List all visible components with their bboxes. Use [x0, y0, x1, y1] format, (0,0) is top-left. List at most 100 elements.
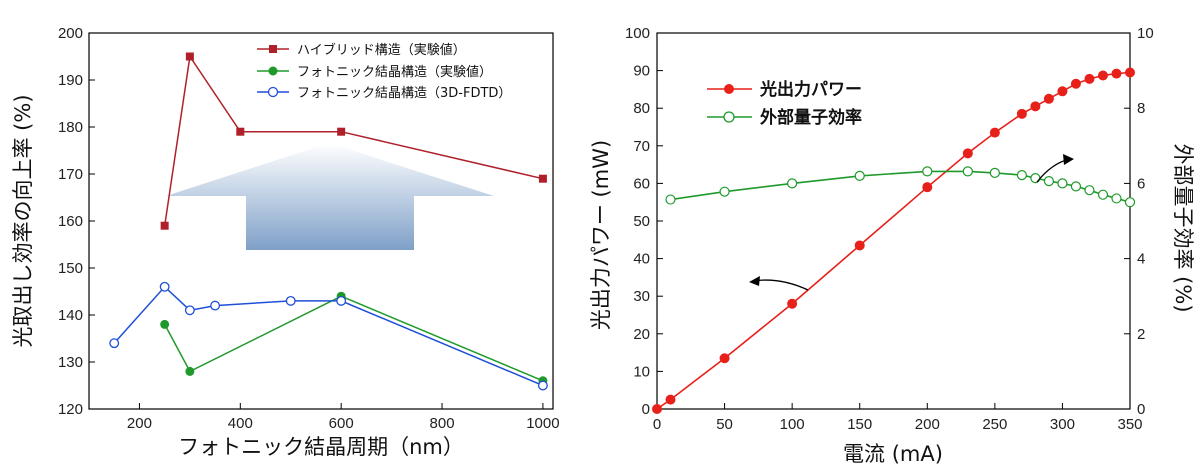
x-tick-label: 150	[847, 416, 872, 433]
x-tick-label: 250	[982, 416, 1007, 433]
data-point	[854, 170, 865, 181]
data-point	[787, 178, 798, 189]
y-tick-label: 50	[633, 213, 650, 230]
legend-marker-circle-filled	[268, 66, 278, 76]
x-tick-label: 1000	[526, 415, 559, 432]
y-tick-label: 10	[633, 363, 650, 380]
left-y-axis-title: 光取出し効率の向上率 (%)	[11, 94, 35, 347]
data-point	[652, 404, 662, 414]
data-point	[285, 295, 296, 306]
data-point	[159, 281, 170, 292]
data-point	[1084, 185, 1095, 196]
y-tick-label: 130	[58, 354, 83, 371]
data-point	[1070, 78, 1081, 89]
y-tick-label: 30	[633, 288, 650, 305]
series-line-1	[670, 170, 1131, 203]
legend-marker-circle-open	[267, 86, 279, 98]
data-point	[236, 127, 245, 136]
data-point	[1124, 197, 1136, 208]
legend-marker-circle-open	[723, 111, 735, 123]
data-point	[185, 366, 195, 376]
x-tick-label: 200	[127, 415, 152, 432]
x-tick-label: 350	[1117, 416, 1142, 433]
data-point	[185, 52, 194, 61]
y-tick-label: 190	[58, 72, 83, 89]
y-tick-label: 20	[633, 326, 650, 343]
y2-tick-label: 10	[1137, 25, 1154, 42]
data-point	[184, 305, 195, 316]
right-x-axis-title: 電流 (mA)	[843, 442, 943, 466]
data-point	[1030, 173, 1041, 184]
right-axis-pointer-arrow	[1036, 154, 1074, 183]
y-tick-label: 90	[633, 63, 650, 80]
right-chart: 0 50 100 150 200 250 300 350 0 10 20 30 40 50 60 70 80 90…	[589, 25, 1195, 466]
y-tick-label: 120	[58, 401, 83, 418]
y-tick-label: 150	[58, 260, 83, 277]
left-legend: ハイブリッド構造（実験値） フォトニック結晶構造（実験値） フォトニック結晶構造…	[257, 42, 511, 101]
data-point	[719, 353, 730, 364]
data-point	[1030, 101, 1041, 112]
data-point	[787, 298, 798, 309]
x-tick-label: 600	[329, 415, 354, 432]
data-point	[537, 380, 548, 391]
y-tick-label: 160	[58, 213, 83, 230]
data-point	[1016, 108, 1027, 119]
y-tick-label: 0	[642, 401, 650, 418]
data-point	[1070, 181, 1082, 192]
left-axis-ticks	[89, 32, 544, 410]
right-series	[652, 67, 1136, 414]
data-point	[989, 127, 1000, 138]
right-y2-axis-title: 外部量子効率 (%)	[1171, 143, 1195, 312]
left-series	[109, 52, 548, 391]
y-tick-label: 200	[58, 25, 83, 42]
right-y-axis-title: 光出力パワー (mW)	[589, 140, 613, 330]
data-point	[1057, 86, 1068, 97]
series-line-2	[113, 285, 544, 387]
data-point	[337, 127, 346, 136]
y2-tick-label: 2	[1137, 326, 1145, 343]
data-point	[962, 166, 973, 177]
x-tick-label: 0	[653, 416, 661, 433]
x-tick-label: 100	[780, 416, 805, 433]
right-tick-labels: 0 50 100 150 200 250 300 350 0 10 20 30 40 50 60 70 80 90…	[625, 25, 1154, 433]
x-tick-label: 200	[915, 416, 940, 433]
legend-label-eqe: 外部量子効率	[760, 107, 862, 128]
data-point	[109, 338, 120, 349]
data-point	[538, 174, 547, 183]
data-point	[1097, 189, 1109, 200]
data-point	[1097, 70, 1108, 81]
y-tick-label: 70	[633, 138, 650, 155]
x-tick-label: 400	[228, 415, 253, 432]
y2-tick-label: 6	[1137, 175, 1145, 192]
legend-marker-square	[269, 45, 277, 53]
data-point	[854, 240, 865, 251]
data-point	[922, 182, 933, 193]
data-point	[665, 194, 676, 205]
x-tick-label: 50	[716, 416, 733, 433]
left-x-axis-title: フォトニック結晶周期（nm）	[178, 435, 464, 459]
x-tick-label: 300	[1050, 416, 1075, 433]
legend-label-pc-exp: フォトニック結晶構造（実験値）	[297, 64, 492, 80]
y-tick-label: 80	[633, 100, 650, 117]
y-tick-label: 40	[633, 251, 650, 268]
left-tick-labels: 200 400 600 800 1000 120 130 140 150 160 170 180 190…	[58, 25, 560, 432]
left-chart: 200 400 600 800 1000 120 130 140 150 160 170 180 190…	[11, 25, 560, 459]
data-point	[922, 166, 933, 177]
y2-tick-label: 8	[1137, 100, 1145, 117]
data-point	[160, 319, 170, 329]
data-point	[1043, 176, 1055, 187]
data-point	[1057, 178, 1068, 189]
left-axis-pointer-arrow	[749, 276, 809, 291]
data-point	[1084, 73, 1095, 84]
legend-label-hybrid: ハイブリッド構造（実験値）	[297, 42, 466, 58]
y-tick-label: 60	[633, 175, 650, 192]
data-point	[336, 295, 347, 306]
data-point	[962, 148, 973, 159]
data-point	[1111, 68, 1122, 79]
data-point	[210, 300, 221, 311]
legend-label-pc-fdtd: フォトニック結晶構造（3D-FDTD）	[297, 86, 511, 101]
data-point	[1111, 193, 1122, 204]
legend-marker-circle-filled	[724, 84, 734, 94]
series-line-1	[164, 295, 544, 382]
data-point	[989, 167, 1000, 178]
